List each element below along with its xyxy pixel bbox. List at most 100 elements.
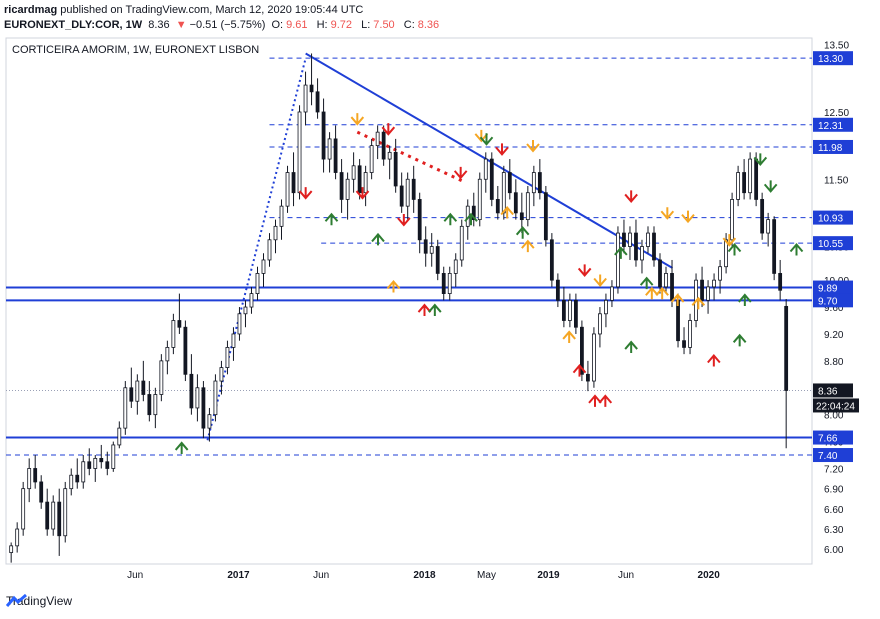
candle-body — [447, 273, 452, 295]
candle-body — [135, 380, 140, 402]
y-tick-label: 12.50 — [824, 108, 849, 119]
y-tick-label: 6.90 — [824, 485, 844, 496]
candle-body — [189, 373, 194, 409]
buy-arrow-icon — [324, 212, 339, 226]
price-tag-bg — [813, 293, 853, 308]
candle-body — [219, 367, 224, 382]
sell-arrow-icon — [355, 187, 370, 200]
low-value: 7.50 — [373, 19, 395, 31]
candle-body — [706, 286, 710, 301]
candle-body — [99, 457, 104, 463]
candle-body — [27, 468, 32, 490]
candle-body — [327, 138, 332, 160]
candle-body — [676, 299, 680, 342]
candle-body — [147, 394, 152, 416]
publish-info: published on TradingView.com, March 12, … — [60, 4, 364, 16]
ohlc-line: EURONEXT_DLY:COR, 1W 8.36 ▼ −0.51 (−5.75%… — [4, 18, 445, 33]
buy-arrow-icon — [562, 330, 576, 343]
candle-body — [21, 488, 26, 530]
candle-body — [658, 259, 662, 288]
candle-body — [670, 273, 674, 301]
buy-arrow-icon — [789, 242, 804, 256]
candle-body — [754, 158, 759, 200]
price-chart[interactable]: CORTICEIRA AMORIM, 1W, EURONEXT LISBON 13… — [4, 36, 872, 584]
candle-body — [237, 313, 242, 335]
candle-body — [339, 172, 344, 200]
candle-body — [592, 333, 596, 382]
price-tag-label: 9.89 — [818, 284, 838, 295]
y-tick-label: 6.00 — [824, 545, 844, 556]
sell-arrow-icon — [660, 207, 675, 220]
candle-body — [682, 340, 686, 348]
chart-area[interactable]: CORTICEIRA AMORIM, 1W, EURONEXT LISBON 13… — [4, 36, 872, 584]
candle-body — [141, 380, 146, 395]
close-value: 8.36 — [417, 19, 440, 31]
candle-body — [742, 172, 747, 194]
candle-body — [123, 387, 128, 429]
candle-body — [760, 199, 765, 234]
candle-body — [664, 273, 668, 288]
brand-footer[interactable]: TradingView — [6, 594, 72, 608]
price-tag-label: 12.31 — [818, 121, 843, 132]
candle-body — [652, 232, 656, 261]
candle-body — [39, 481, 44, 503]
candle-body — [525, 192, 530, 221]
candle-body — [640, 246, 644, 261]
candle-body — [748, 158, 753, 194]
candle-body — [784, 305, 789, 391]
candle-body — [736, 172, 741, 200]
trendline-dotted — [206, 57, 307, 441]
candle-body — [93, 457, 98, 469]
buy-arrow-icon — [732, 333, 747, 347]
candle-body — [417, 199, 422, 241]
last-price-tag: 8.36 — [818, 386, 838, 397]
publish-line: ricardmag published on TradingView.com, … — [4, 3, 445, 18]
price-tag-label: 9.70 — [818, 296, 838, 307]
candle-body — [333, 138, 338, 173]
buy-arrow-icon — [624, 340, 638, 354]
candle-body — [165, 347, 170, 362]
price-tag-label: 10.55 — [818, 239, 843, 250]
candle-body — [580, 326, 584, 375]
candle-body — [201, 387, 206, 429]
buy-arrow-icon — [464, 212, 478, 226]
candle-body — [63, 488, 68, 537]
candle-body — [375, 131, 380, 147]
close-label: C: — [403, 19, 415, 31]
buy-arrow-icon — [691, 296, 706, 310]
high-value: 9.72 — [330, 19, 353, 31]
buy-arrow-icon — [670, 293, 685, 306]
candle-body — [381, 131, 386, 160]
x-tick-label: May — [477, 570, 496, 581]
candle-body — [772, 219, 777, 274]
buy-arrow-icon — [417, 303, 432, 317]
candle-body — [129, 387, 134, 402]
buy-arrow-icon — [614, 246, 628, 259]
candle-body — [243, 306, 248, 315]
candle-body — [177, 320, 182, 328]
y-tick-label: 9.60 — [824, 303, 844, 314]
buy-arrow-icon — [598, 394, 613, 407]
candle-body — [33, 468, 38, 483]
price-tag-label: 7.66 — [818, 434, 838, 445]
candle-body — [724, 239, 728, 268]
candle-body — [555, 279, 560, 301]
open-value: 9.61 — [286, 19, 308, 31]
symbol-label: EURONEXT_DLY:COR, 1W — [4, 19, 143, 31]
candle-body — [459, 225, 464, 261]
candle-body — [634, 232, 638, 261]
trendline-red-dotted — [356, 130, 467, 184]
buy-arrow-icon — [443, 212, 458, 226]
candle-body — [393, 151, 398, 187]
candle-body — [369, 145, 374, 173]
candle-body — [423, 239, 428, 254]
author-name[interactable]: ricardmag — [4, 4, 58, 16]
candle-body — [495, 199, 500, 214]
price-tag-bg — [813, 236, 853, 251]
x-tick-label: 2018 — [413, 570, 436, 581]
candle-body — [537, 172, 542, 194]
candle-body — [345, 178, 350, 200]
sell-arrow-icon — [298, 187, 313, 200]
candle-body — [622, 232, 626, 247]
y-tick-label: 6.60 — [824, 505, 844, 516]
